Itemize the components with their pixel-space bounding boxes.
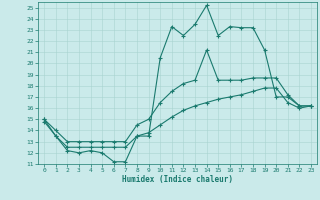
X-axis label: Humidex (Indice chaleur): Humidex (Indice chaleur) — [122, 175, 233, 184]
